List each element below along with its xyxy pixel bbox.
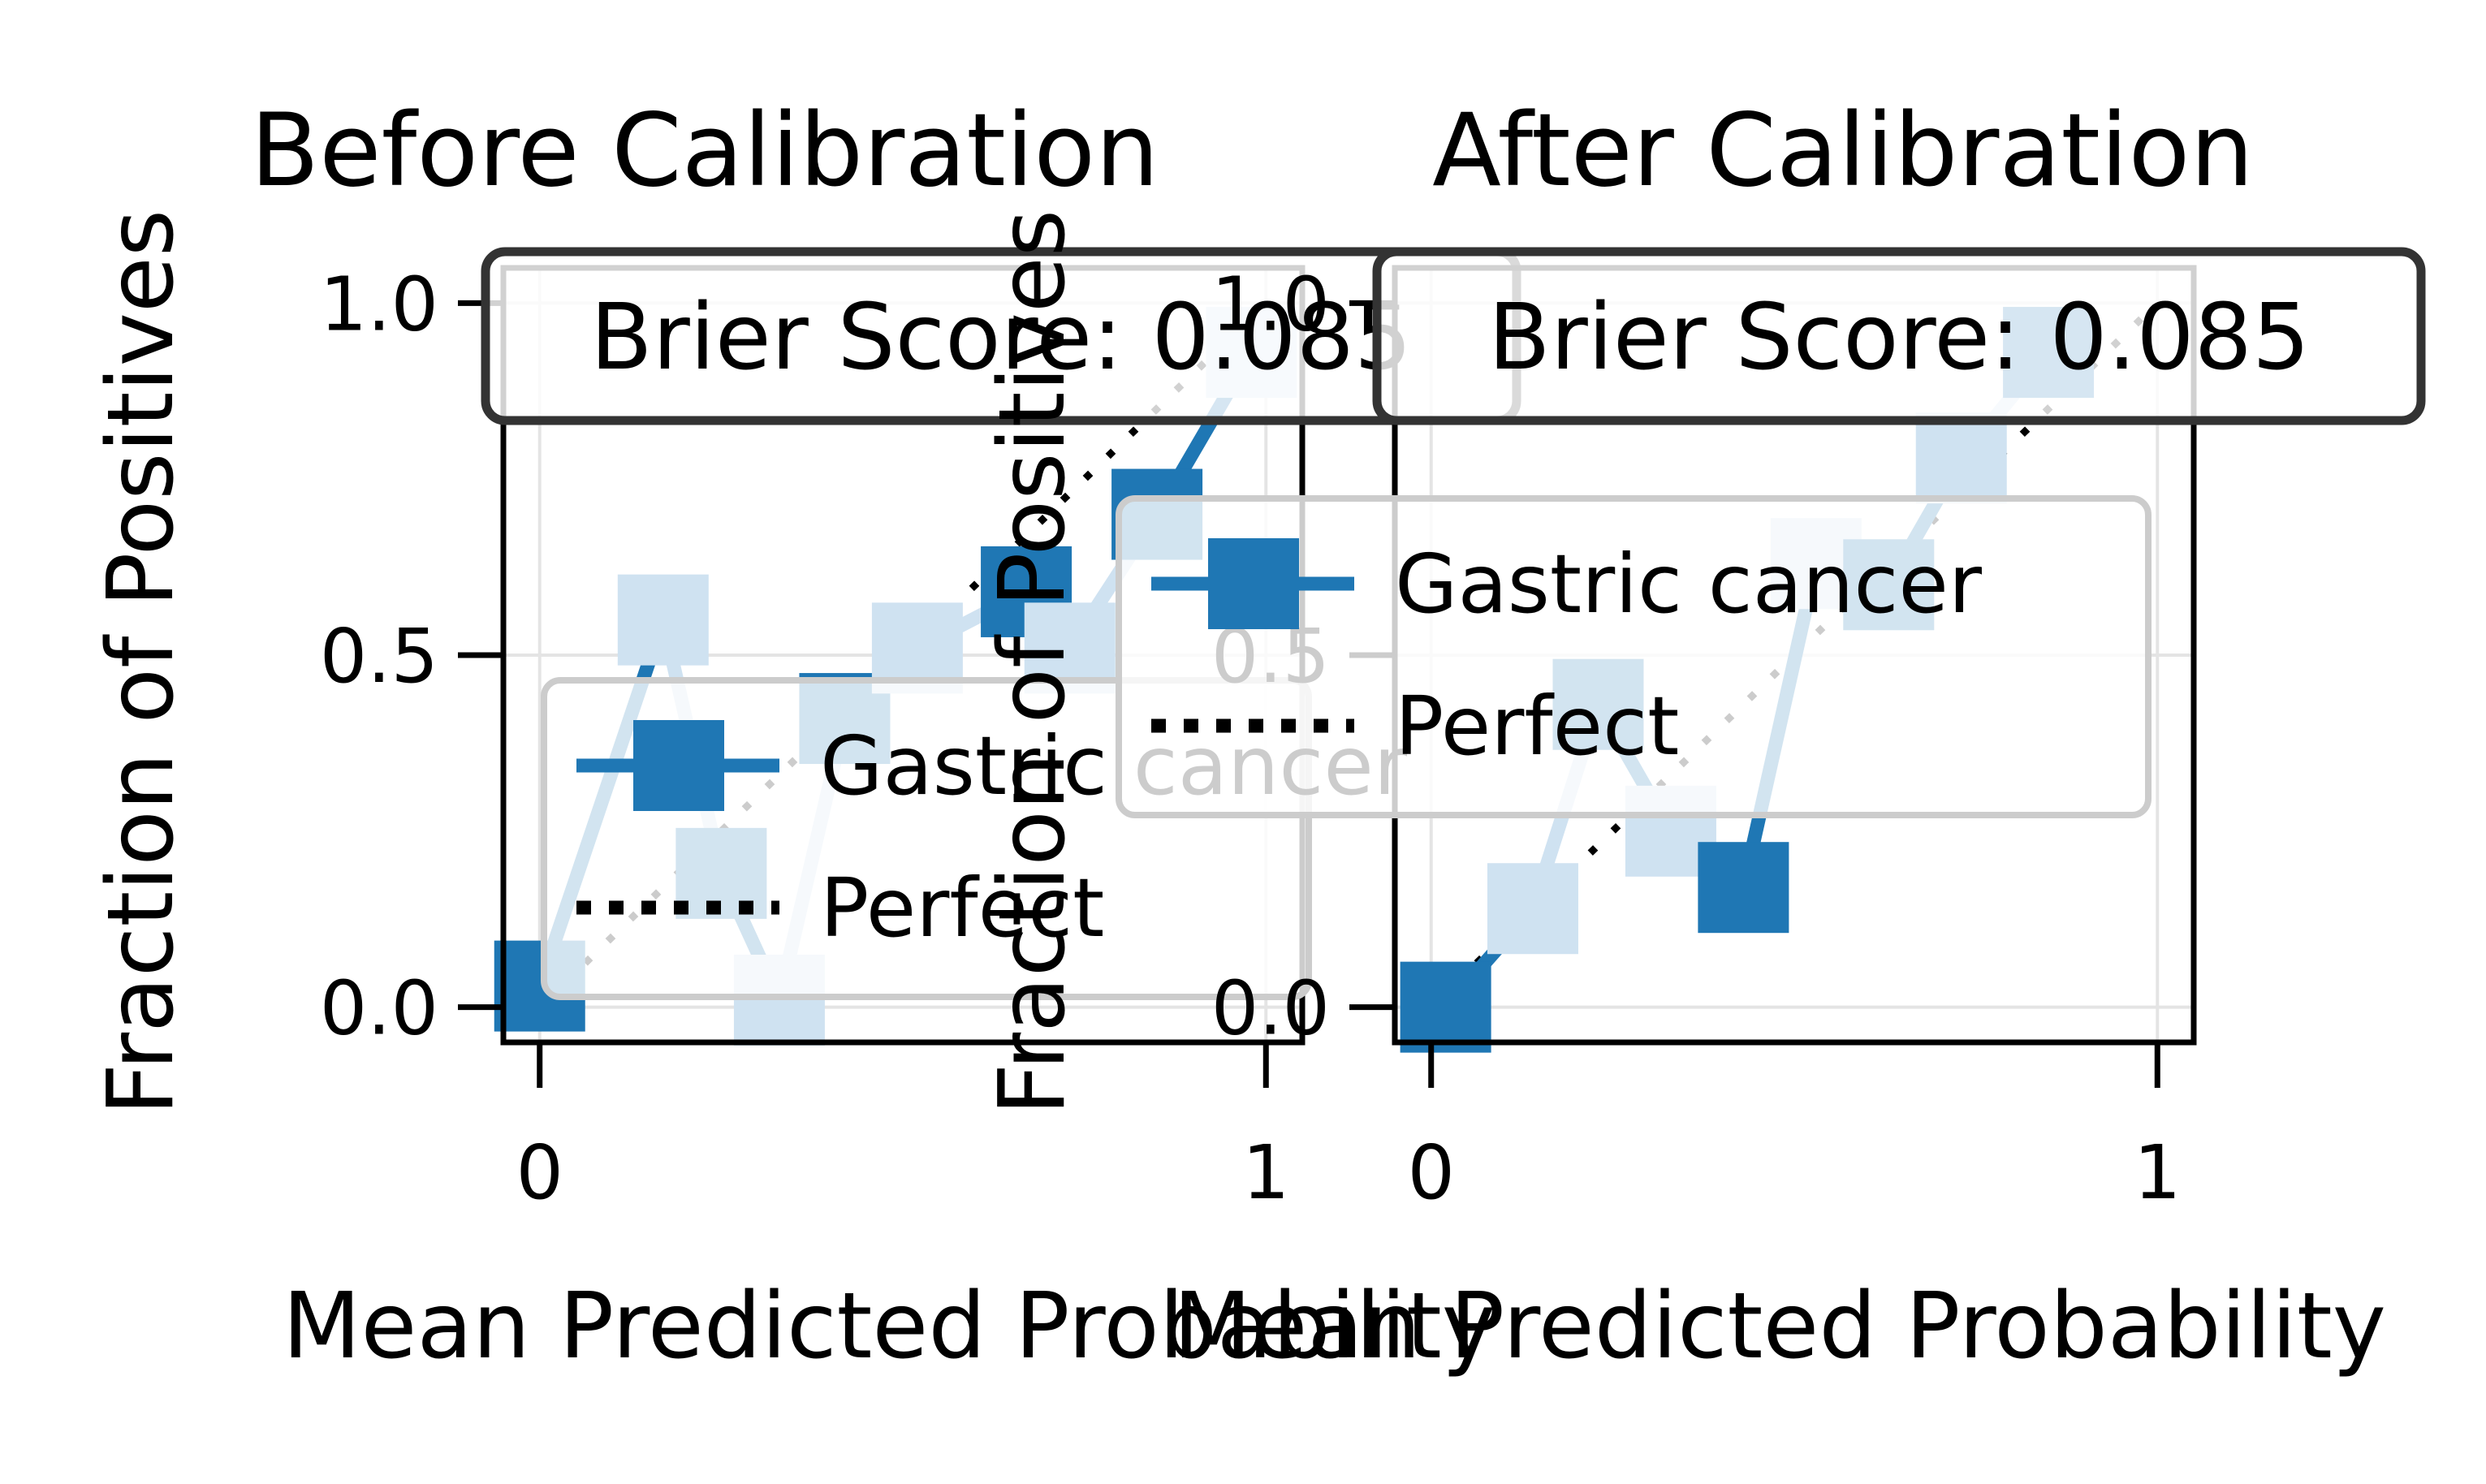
y-tick-label: 0.0 <box>320 965 438 1052</box>
data-point <box>617 574 709 666</box>
panel-title: Before Calibration <box>250 93 1159 209</box>
y-tick-label: 1.0 <box>1211 261 1330 347</box>
x-axis-label: Mean Predicted Probability <box>1173 1274 2386 1379</box>
x-tick-label: 1 <box>2134 1129 2182 1216</box>
legend-marker-gastric-cancer <box>1208 538 1299 629</box>
panel-title: After Calibration <box>1432 93 2254 209</box>
data-point <box>1400 961 1491 1053</box>
brier-score-box <box>1372 247 2426 425</box>
y-axis-label: Fraction of Positives <box>980 209 1085 1115</box>
data-point <box>1487 863 1578 955</box>
legend-label-perfect: Perfect <box>1395 679 1679 774</box>
y-tick-label: 0.5 <box>320 613 438 700</box>
x-tick-label: 1 <box>1242 1129 1290 1216</box>
legend-label-perfect: Perfect <box>820 861 1104 956</box>
brier-score-text: Brier Score: 0.085 <box>1488 285 2310 390</box>
y-tick-label: 0.0 <box>1211 965 1330 1052</box>
legend-marker-gastric-cancer <box>633 720 724 811</box>
legend-label-gastric-cancer: Gastric cancer <box>1395 537 1983 632</box>
brier-score-text: Brier Score: 0.085 <box>590 285 1412 390</box>
data-point <box>1915 412 2007 504</box>
y-tick-label: 1.0 <box>320 261 438 347</box>
panel-after-calibration: After Calibration Fraction of Positives … <box>980 93 2426 1379</box>
x-tick-label: 0 <box>516 1129 563 1216</box>
y-axis-label: Fraction of Positives <box>88 209 194 1115</box>
x-axis-label: Mean Predicted Probability <box>283 1274 1495 1379</box>
x-tick-label: 0 <box>1407 1129 1455 1216</box>
legend-box <box>1116 495 2152 818</box>
data-point <box>1698 842 1789 934</box>
